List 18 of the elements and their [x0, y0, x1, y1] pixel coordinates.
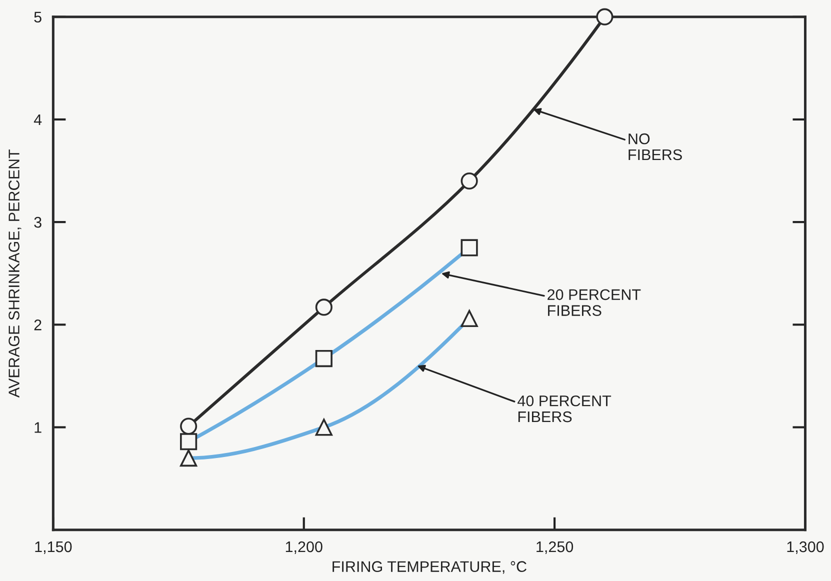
annotation: 20 PERCENT FIBERS — [548, 289, 641, 316]
y-tick-label: 3 — [34, 216, 42, 228]
x-tick-label: 1,150 — [35, 541, 72, 554]
point — [460, 172, 478, 190]
y-tick-label: 5 — [34, 12, 42, 23]
annotation: NO FIBERS — [628, 133, 682, 160]
x-axis-title: FIRING TEMPERATURE, °C — [332, 561, 526, 574]
x-tick-label: 1,250 — [536, 541, 574, 554]
point — [315, 298, 332, 316]
y-axis-title: AVERAGE SHRINKAGE, PERCENT — [8, 149, 22, 398]
y-tick-label: 2 — [34, 320, 42, 330]
y-tick-label: 1 — [34, 422, 42, 433]
point — [596, 8, 614, 26]
x-tick-label: 1,200 — [286, 541, 322, 554]
annotation: 40 PERCENT FIBERS — [518, 395, 612, 422]
point — [180, 418, 198, 435]
x-tick-label: 1,300 — [787, 541, 824, 554]
y-tick-label: 4 — [34, 114, 42, 125]
